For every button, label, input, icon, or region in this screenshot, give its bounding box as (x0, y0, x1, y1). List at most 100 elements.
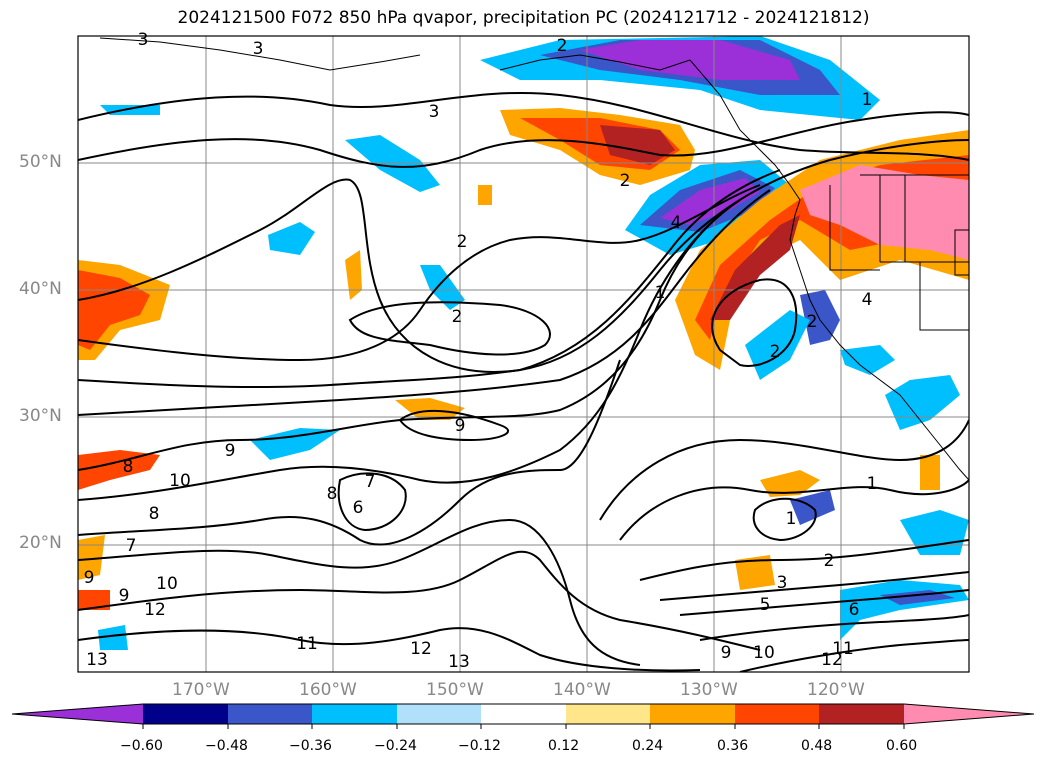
colorbar-tick-label: −0.24 (374, 738, 417, 754)
moisture-shading-offshore-core (660, 178, 760, 225)
colorbar-segment (143, 704, 228, 724)
colorbar (11, 703, 1035, 729)
contour-label: 5 (760, 595, 771, 615)
colorbar-segment (735, 704, 819, 724)
colorbar-tick-label: −0.36 (289, 738, 332, 754)
lat-label-40n: 40°N (19, 279, 62, 299)
precip-patch-mid-3 (735, 555, 775, 590)
moisture-patch-6 (745, 310, 810, 380)
colorbar-tick-label: 0.60 (886, 738, 918, 754)
colorbar-tick-label: 0.24 (632, 738, 664, 754)
contour-label: 2 (824, 551, 835, 571)
contour-label: 3 (429, 102, 440, 122)
contour-label: 3 (138, 30, 149, 50)
contour-label: 1 (655, 283, 666, 303)
colorbar-tick-label: −0.12 (458, 738, 501, 754)
contour-label: 9 (225, 441, 236, 461)
precip-patch-mid-1 (395, 398, 465, 420)
map-field (78, 36, 969, 672)
colorbar-tick-label: 0.48 (801, 738, 833, 754)
contour-label: 2 (457, 232, 468, 252)
precip-patch-mid-6 (920, 455, 940, 490)
lon-label-120w: 120°W (807, 680, 865, 700)
contour-label: 13 (448, 652, 470, 672)
contour-label: 1 (867, 474, 878, 494)
contour-label: 12 (144, 600, 166, 620)
colorbar-segment (566, 704, 650, 724)
colorbar-segment (819, 704, 904, 724)
precip-shading-river-core (710, 215, 800, 320)
contour-label: 1 (862, 90, 873, 110)
contour-label: 12 (821, 650, 843, 670)
coastline (99, 37, 969, 481)
colorbar-tick-label: 0.12 (548, 738, 580, 754)
lon-label-160w: 160°W (299, 680, 357, 700)
lon-label-130w: 130°W (680, 680, 738, 700)
contour-label: 9 (119, 586, 130, 606)
precip-patch-mid-5 (345, 250, 362, 300)
contour-label: 4 (671, 213, 682, 233)
contour-label-group: 3 3 3 2 1 2 4 2 2 1 2 4 2 9 9 8 10 7 8 6… (84, 30, 878, 672)
contour-label: 10 (753, 643, 775, 663)
moisture-patch-7 (250, 428, 340, 460)
colorbar-tick-label: −0.48 (205, 738, 248, 754)
contour-label: 10 (169, 471, 191, 491)
contour-label: 2 (807, 312, 818, 332)
contour-label: 8 (149, 504, 160, 524)
contour-label: 10 (156, 574, 178, 594)
contour-label: 2 (452, 307, 463, 327)
lat-label-50n: 50°N (19, 152, 62, 172)
colorbar-segment (312, 704, 397, 724)
contour-lines (78, 91, 969, 672)
lon-label-170w: 170°W (172, 680, 230, 700)
contour-label: 9 (455, 416, 466, 436)
contour-label: 2 (770, 342, 781, 362)
colorbar-segment (650, 704, 735, 724)
contour-label: 8 (123, 457, 134, 477)
contour-label: 9 (721, 643, 732, 663)
lon-label-150w: 150°W (426, 680, 484, 700)
contour-label: 8 (327, 484, 338, 504)
colorbar-min-arrow (12, 704, 143, 724)
contour-label: 13 (86, 650, 108, 670)
lat-label-20n: 20°N (19, 533, 62, 553)
contour-label: 2 (620, 171, 631, 191)
contour-label: 12 (410, 639, 432, 659)
contour-label: 11 (832, 639, 854, 659)
precip-shading-california (800, 165, 969, 260)
moisture-patch-2 (268, 222, 315, 255)
colorbar-segment (481, 704, 566, 724)
colorbar-tick-label: −0.60 (120, 738, 163, 754)
colorbar-segment (397, 704, 481, 724)
precip-patch-mid-4 (478, 185, 492, 205)
moisture-patch-14 (98, 625, 128, 650)
lon-label-140w: 140°W (553, 680, 611, 700)
colorbar-max-arrow (904, 704, 1034, 724)
contour-label: 9 (84, 568, 95, 588)
map-title: 2024121500 F072 850 hPa qvapor, precipit… (177, 8, 870, 28)
precip-patch-west-2 (78, 450, 160, 490)
precip-patch-mid-2 (760, 470, 820, 497)
contour-label: 3 (253, 39, 264, 59)
map-frame (77, 35, 970, 673)
contour-label: 2 (557, 36, 568, 56)
colorbar-tick-label: 0.36 (717, 738, 749, 754)
moisture-patch-3 (420, 265, 465, 310)
contour-label: 7 (126, 536, 137, 556)
contour-label: 11 (296, 634, 318, 654)
contour-label: 1 (786, 509, 797, 529)
contour-label: 3 (777, 573, 788, 593)
moisture-patch-13 (840, 345, 895, 375)
contour-label: 6 (849, 600, 860, 620)
moisture-patch-12 (885, 375, 960, 430)
contour-label: 6 (353, 498, 364, 518)
lat-label-30n: 30°N (19, 406, 62, 426)
precip-patch-west-4 (78, 590, 110, 610)
moisture-patch-11 (900, 510, 969, 555)
colorbar-segment (228, 704, 312, 724)
precip-patch-west-3 (78, 535, 105, 580)
contour-label: 4 (862, 290, 873, 310)
contour-label: 7 (365, 472, 376, 492)
moisture-patch-5 (800, 290, 840, 345)
